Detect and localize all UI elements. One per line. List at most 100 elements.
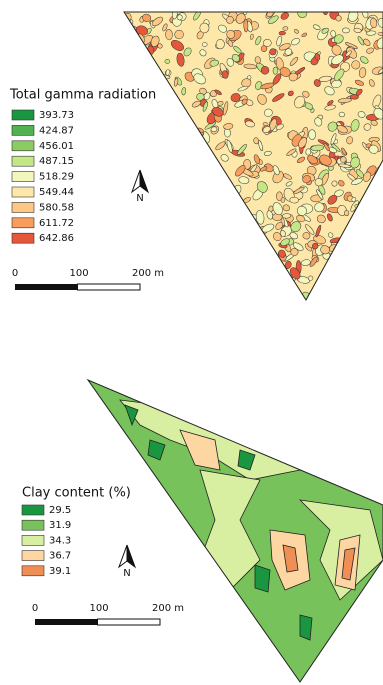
legend-swatch — [12, 110, 34, 120]
map-patch — [151, 130, 159, 141]
map-patch — [182, 139, 193, 150]
map-patch — [166, 204, 177, 215]
map-patch — [205, 271, 214, 279]
legend-label: 611.72 — [39, 218, 74, 229]
map-patch — [217, 269, 226, 274]
map-patch — [166, 133, 174, 139]
map-patch — [204, 224, 215, 236]
map-patch — [230, 237, 237, 247]
legend-swatch — [22, 535, 44, 545]
map-patch — [185, 251, 196, 262]
map-patch — [123, 69, 136, 77]
map-patch — [145, 143, 155, 150]
map-patch — [245, 257, 253, 268]
map-patch — [286, 288, 291, 294]
map-patch — [195, 199, 205, 209]
map-patch — [353, 252, 361, 260]
clay-map — [85, 378, 383, 684]
map-patch — [172, 280, 178, 288]
map-patch — [175, 217, 184, 226]
map-patch — [132, 50, 137, 54]
map-patch — [133, 231, 145, 239]
map-patch — [215, 268, 227, 281]
map-patch — [182, 183, 193, 193]
map-patch — [163, 177, 170, 184]
map-patch — [332, 287, 343, 298]
map-patch — [159, 166, 171, 181]
map-patch — [144, 145, 155, 156]
map-patch — [353, 292, 366, 304]
map-patch — [263, 39, 272, 47]
map-patch — [255, 565, 270, 592]
north-arrow — [119, 545, 127, 567]
map-patch — [365, 220, 373, 231]
map-patch — [193, 226, 206, 233]
map-patch — [141, 149, 152, 161]
map-patch — [128, 128, 141, 140]
map-patch — [125, 46, 135, 53]
map-patch — [219, 203, 229, 214]
map-patch — [358, 218, 365, 231]
map-patch — [128, 168, 138, 176]
map-patch — [219, 212, 230, 220]
map-patch — [300, 615, 312, 640]
map-patch — [231, 257, 240, 270]
legend-swatch — [12, 172, 34, 182]
map-patch — [151, 188, 157, 194]
map-patch — [335, 263, 344, 272]
legend-swatch — [22, 505, 44, 515]
map-patch — [167, 196, 176, 204]
map-patch — [181, 152, 189, 165]
map-patch — [165, 257, 179, 268]
map-patch — [346, 263, 361, 278]
map-patch — [178, 286, 186, 296]
map-patch — [352, 294, 358, 308]
map-patch — [148, 175, 158, 184]
legend-title: Total gamma radiation — [9, 88, 156, 103]
north-label: N — [123, 568, 130, 579]
map-patch — [213, 216, 220, 227]
map-patch — [243, 234, 249, 241]
map-patch — [165, 59, 170, 63]
map-patch — [208, 223, 218, 236]
legend-label: 642.86 — [39, 233, 74, 244]
map-patch — [203, 163, 214, 174]
map-patch — [206, 162, 216, 170]
map-patch — [378, 32, 383, 35]
map-patch — [277, 284, 289, 299]
map-patch — [150, 218, 162, 228]
map-patch — [370, 251, 383, 263]
map-patch — [127, 140, 136, 151]
map-patch — [159, 143, 169, 157]
map-patch — [142, 71, 154, 84]
legend-swatch — [12, 141, 34, 151]
map-patch — [151, 187, 160, 194]
map-patch — [173, 159, 177, 168]
map-patch — [259, 249, 272, 257]
map-patch — [365, 251, 373, 265]
legend-swatch — [12, 125, 34, 135]
map-patch — [281, 285, 293, 291]
map-patch — [238, 295, 244, 303]
map-patch — [203, 295, 214, 306]
north-arrow — [140, 170, 148, 192]
map-patch — [148, 115, 158, 124]
map-patch — [283, 26, 289, 30]
map-patch — [308, 130, 315, 140]
map-patch — [164, 250, 175, 265]
map-patch — [252, 288, 258, 294]
map-patch — [170, 190, 182, 201]
map-patch — [358, 238, 367, 247]
map-patch — [220, 262, 229, 273]
legend-swatch — [12, 202, 34, 212]
map-patch — [199, 222, 204, 232]
scale-bar — [78, 284, 141, 290]
map-patch — [181, 284, 192, 297]
map-patch — [160, 154, 170, 158]
legend-label: 518.29 — [39, 172, 74, 183]
map-patch — [172, 189, 181, 197]
map-patch — [224, 205, 232, 214]
map-patch — [135, 217, 144, 226]
map-patch — [215, 200, 229, 214]
map-patch — [186, 199, 190, 205]
